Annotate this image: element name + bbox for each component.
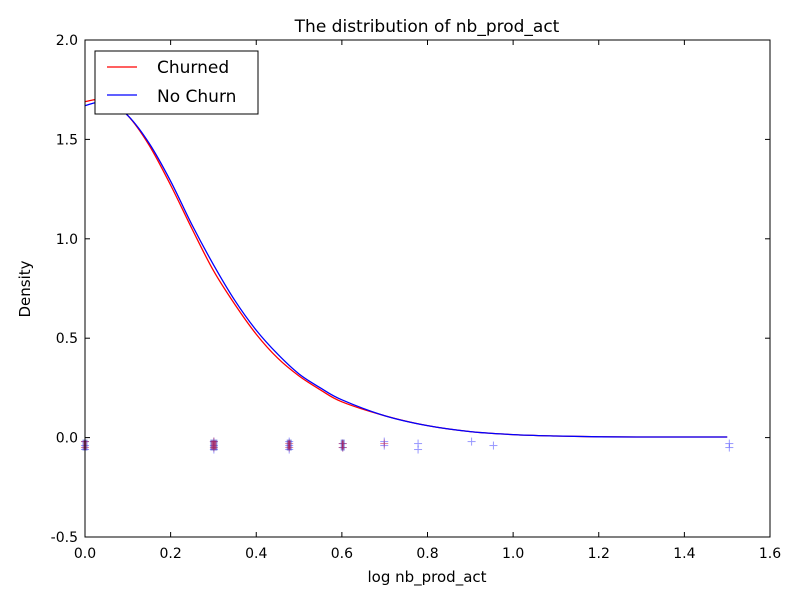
legend-label-no-churn: No Churn xyxy=(157,87,236,107)
y-tick-label: -0.5 xyxy=(51,530,78,546)
x-tick-label: 1.6 xyxy=(759,546,781,562)
x-tick-label: 0.4 xyxy=(245,546,267,562)
y-tick-label: 0.0 xyxy=(56,431,78,447)
y-axis-title: Density xyxy=(16,260,34,317)
legend: Churned No Churn xyxy=(94,50,259,115)
x-tick-label: 1.0 xyxy=(502,546,524,562)
y-tick-label: 1.5 xyxy=(56,132,78,148)
legend-label-churned: Churned xyxy=(157,58,229,78)
rug-marker-no-churn xyxy=(467,437,476,446)
ticks-layer: 0.0 0.2 0.4 0.6 0.8 1.0 1.2 1.4 1.6-0.50.00.51.0… xyxy=(51,33,782,562)
x-axis-title: log nb_prod_act xyxy=(367,568,486,587)
x-tick-label: 1.4 xyxy=(673,546,695,562)
x-tick-label: 0.8 xyxy=(416,546,438,562)
rug-density-block-churned xyxy=(341,440,344,450)
rug-density-block-churned xyxy=(211,440,217,450)
y-tick-label: 1.0 xyxy=(56,232,78,248)
rug-marker-no-churn xyxy=(725,443,734,452)
chart-title: The distribution of nb_prod_act xyxy=(294,17,560,37)
x-tick-label: 1.2 xyxy=(588,546,610,562)
x-tick-label: 0.2 xyxy=(159,546,181,562)
rug-layer xyxy=(81,437,734,454)
rug-marker-no-churn xyxy=(414,445,423,454)
x-tick-label: 0.6 xyxy=(331,546,353,562)
rug-density-block-churned xyxy=(287,440,291,450)
legend-box xyxy=(94,50,259,115)
rug-marker-churned xyxy=(380,439,389,448)
series-line-no-churn xyxy=(84,100,728,438)
y-tick-label: 0.5 xyxy=(56,331,78,347)
series-layer xyxy=(84,98,728,438)
rug-marker-no-churn xyxy=(489,441,498,450)
y-tick-label: 2.0 xyxy=(56,33,78,49)
x-tick-label: 0.0 xyxy=(74,546,96,562)
